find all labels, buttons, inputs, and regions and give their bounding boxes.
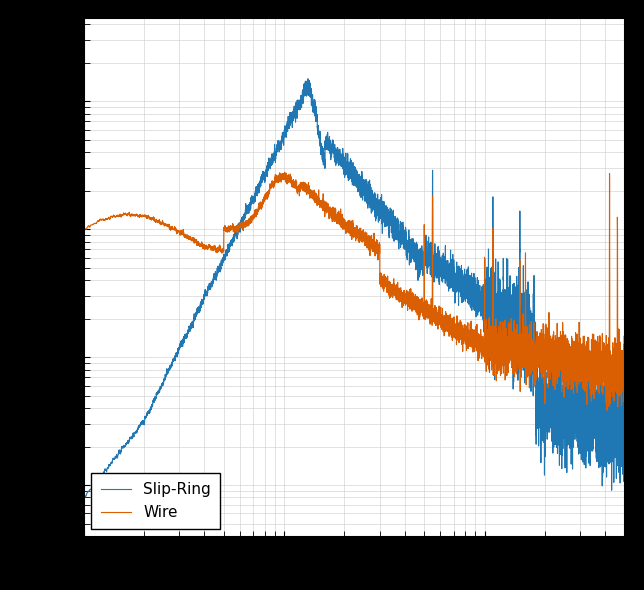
Slip-Ring bbox=[400, 241, 408, 248]
Wire bbox=[276, 172, 283, 179]
Wire bbox=[400, 294, 408, 301]
Slip-Ring bbox=[276, 142, 283, 149]
Slip-Ring bbox=[510, 306, 518, 313]
Wire bbox=[510, 364, 518, 371]
Line: Wire: Wire bbox=[84, 172, 625, 410]
Wire bbox=[481, 343, 489, 350]
Wire bbox=[603, 407, 611, 414]
Wire bbox=[80, 226, 88, 233]
Legend: Slip-Ring, Wire: Slip-Ring, Wire bbox=[91, 473, 220, 529]
Wire bbox=[107, 212, 115, 219]
Slip-Ring bbox=[481, 286, 489, 293]
Slip-Ring bbox=[621, 405, 629, 412]
Line: Slip-Ring: Slip-Ring bbox=[84, 78, 625, 499]
Wire bbox=[424, 297, 431, 304]
Wire bbox=[621, 388, 629, 395]
Wire bbox=[281, 169, 289, 176]
Slip-Ring bbox=[80, 495, 88, 502]
Slip-Ring bbox=[424, 260, 431, 267]
Slip-Ring bbox=[304, 75, 312, 82]
Slip-Ring bbox=[107, 460, 115, 467]
